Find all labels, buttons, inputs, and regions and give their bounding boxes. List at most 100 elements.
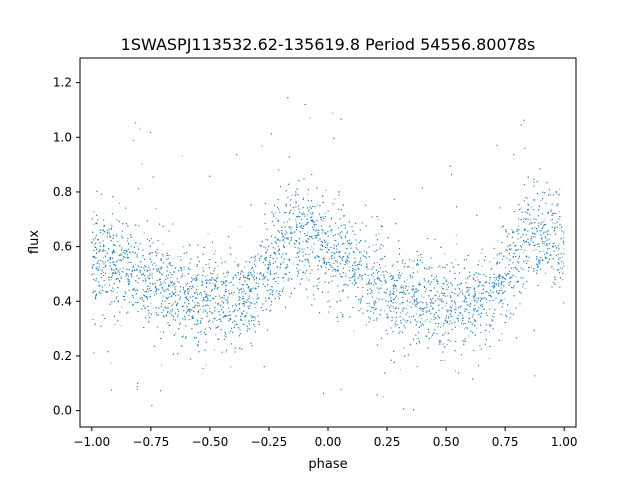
data-point [204, 276, 206, 278]
data-point [522, 243, 524, 245]
data-point [196, 286, 198, 287]
data-point [418, 308, 420, 310]
data-point [489, 261, 491, 263]
data-point [131, 269, 133, 271]
data-point [136, 288, 138, 290]
data-point [525, 229, 526, 230]
data-point [120, 276, 122, 278]
data-point [385, 300, 387, 302]
data-point [428, 309, 430, 311]
data-point [424, 320, 426, 322]
data-point [243, 287, 244, 289]
data-point [104, 256, 106, 258]
data-point [535, 232, 537, 234]
data-point [177, 256, 179, 258]
data-point [506, 310, 508, 312]
data-point [189, 310, 191, 312]
data-point [207, 294, 209, 296]
data-point [401, 311, 403, 312]
data-point [541, 230, 542, 232]
data-point [559, 228, 561, 230]
data-point [274, 248, 276, 250]
data-point [360, 299, 362, 301]
data-point [182, 273, 184, 274]
data-point [307, 241, 309, 243]
data-point [199, 308, 201, 310]
data-point [168, 308, 170, 310]
data-point [175, 286, 177, 288]
data-point [468, 304, 470, 306]
data-point [293, 263, 295, 265]
data-point [363, 250, 365, 252]
data-point [325, 189, 327, 191]
data-point [448, 315, 449, 317]
data-point [148, 274, 150, 276]
data-point [309, 117, 311, 119]
data-point [503, 298, 505, 300]
data-point [287, 258, 289, 260]
data-point [381, 284, 383, 286]
data-point [344, 215, 346, 217]
data-point [498, 274, 500, 276]
data-point [482, 303, 483, 305]
data-point [452, 316, 454, 318]
data-point [228, 289, 229, 291]
data-point [94, 244, 96, 246]
data-point [251, 287, 253, 289]
data-point [326, 241, 328, 243]
data-point [180, 256, 182, 258]
data-point [380, 274, 382, 276]
data-point [513, 267, 515, 269]
data-point [558, 243, 560, 245]
data-point [415, 313, 417, 315]
data-point [198, 303, 200, 305]
data-point [220, 304, 222, 306]
data-point [235, 277, 237, 279]
data-point [378, 233, 380, 235]
data-point [318, 234, 320, 236]
data-point [407, 312, 409, 314]
data-point [481, 265, 483, 267]
data-point [110, 279, 112, 281]
data-point [261, 278, 263, 280]
data-point [168, 258, 169, 259]
data-point [307, 231, 309, 233]
data-point [103, 249, 104, 251]
data-point [234, 261, 236, 263]
data-point [262, 279, 264, 281]
data-point [329, 262, 331, 264]
data-point [332, 112, 334, 114]
data-point [430, 318, 432, 320]
data-point [128, 276, 130, 278]
data-point [544, 231, 546, 233]
data-point [227, 297, 229, 299]
data-point [464, 267, 466, 269]
data-point [455, 306, 457, 308]
data-point [283, 280, 285, 282]
data-point [232, 294, 234, 296]
data-point [444, 305, 446, 307]
data-point [277, 296, 279, 298]
data-point [200, 333, 202, 335]
data-point [96, 266, 98, 268]
data-point [531, 239, 533, 241]
data-point [238, 274, 240, 276]
data-point [540, 200, 542, 201]
data-point [276, 266, 278, 268]
data-point [531, 266, 533, 268]
data-point [226, 281, 228, 282]
data-point [256, 295, 258, 297]
data-point [473, 321, 475, 323]
data-point [376, 297, 378, 299]
data-point [421, 295, 423, 297]
data-point [252, 287, 254, 289]
data-point [389, 310, 391, 311]
data-point [411, 288, 413, 290]
data-point [176, 278, 178, 280]
data-point [128, 244, 130, 246]
data-point [91, 264, 93, 266]
data-point [323, 261, 324, 263]
data-point [425, 307, 427, 309]
data-point [228, 282, 230, 284]
data-point [397, 270, 399, 272]
